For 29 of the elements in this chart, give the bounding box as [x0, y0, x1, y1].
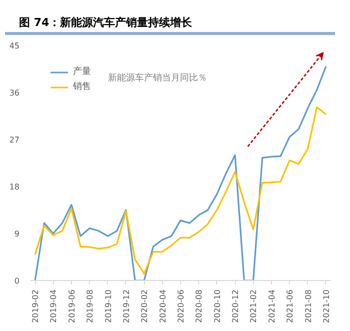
annotation: 新能源车产销当月同比％ [108, 72, 207, 84]
x-tick-label: 2019-02 [31, 289, 40, 323]
x-tick-label: 2020-04 [158, 289, 168, 323]
y-tick-label: 45 [9, 42, 20, 50]
y-tick-label: 27 [9, 136, 20, 144]
x-tick-label: 2019-12 [122, 289, 131, 323]
y-tick-label: 18 [9, 182, 20, 192]
y-tick-label: 9 [14, 230, 20, 238]
y-tick-label: 0 [14, 276, 20, 286]
line-series [34, 66, 327, 280]
x-tick-label: 2020-08 [194, 289, 204, 323]
x-tick-label: 2019-10 [104, 289, 113, 323]
y-tick-label: 36 [9, 88, 20, 98]
x-tick-label: 2020-12 [231, 289, 240, 323]
x-tick-label: 2019-04 [49, 289, 58, 323]
legend-label: 销售 [73, 80, 92, 93]
x-tick-label: 2020-06 [176, 289, 186, 323]
x-tick-label: 2021-02 [249, 289, 258, 323]
x-tick-label: 2019-06 [67, 289, 76, 323]
line-series [34, 106, 327, 275]
x-tick-label: 2021-04 [267, 289, 276, 323]
x-tick-label: 2019-08 [86, 289, 95, 323]
x-tick-label: 2020-02 [140, 289, 150, 323]
chart-title: 图 74：新能源汽车产销量持续增长 [19, 15, 192, 31]
x-tick-label: 2021-08 [304, 289, 313, 323]
legend-label: 产量 [73, 66, 92, 78]
x-tick-label: 2021-06 [286, 289, 295, 323]
x-tick-label: 2020-10 [212, 289, 222, 323]
x-tick-label: 2021-10 [322, 289, 331, 323]
